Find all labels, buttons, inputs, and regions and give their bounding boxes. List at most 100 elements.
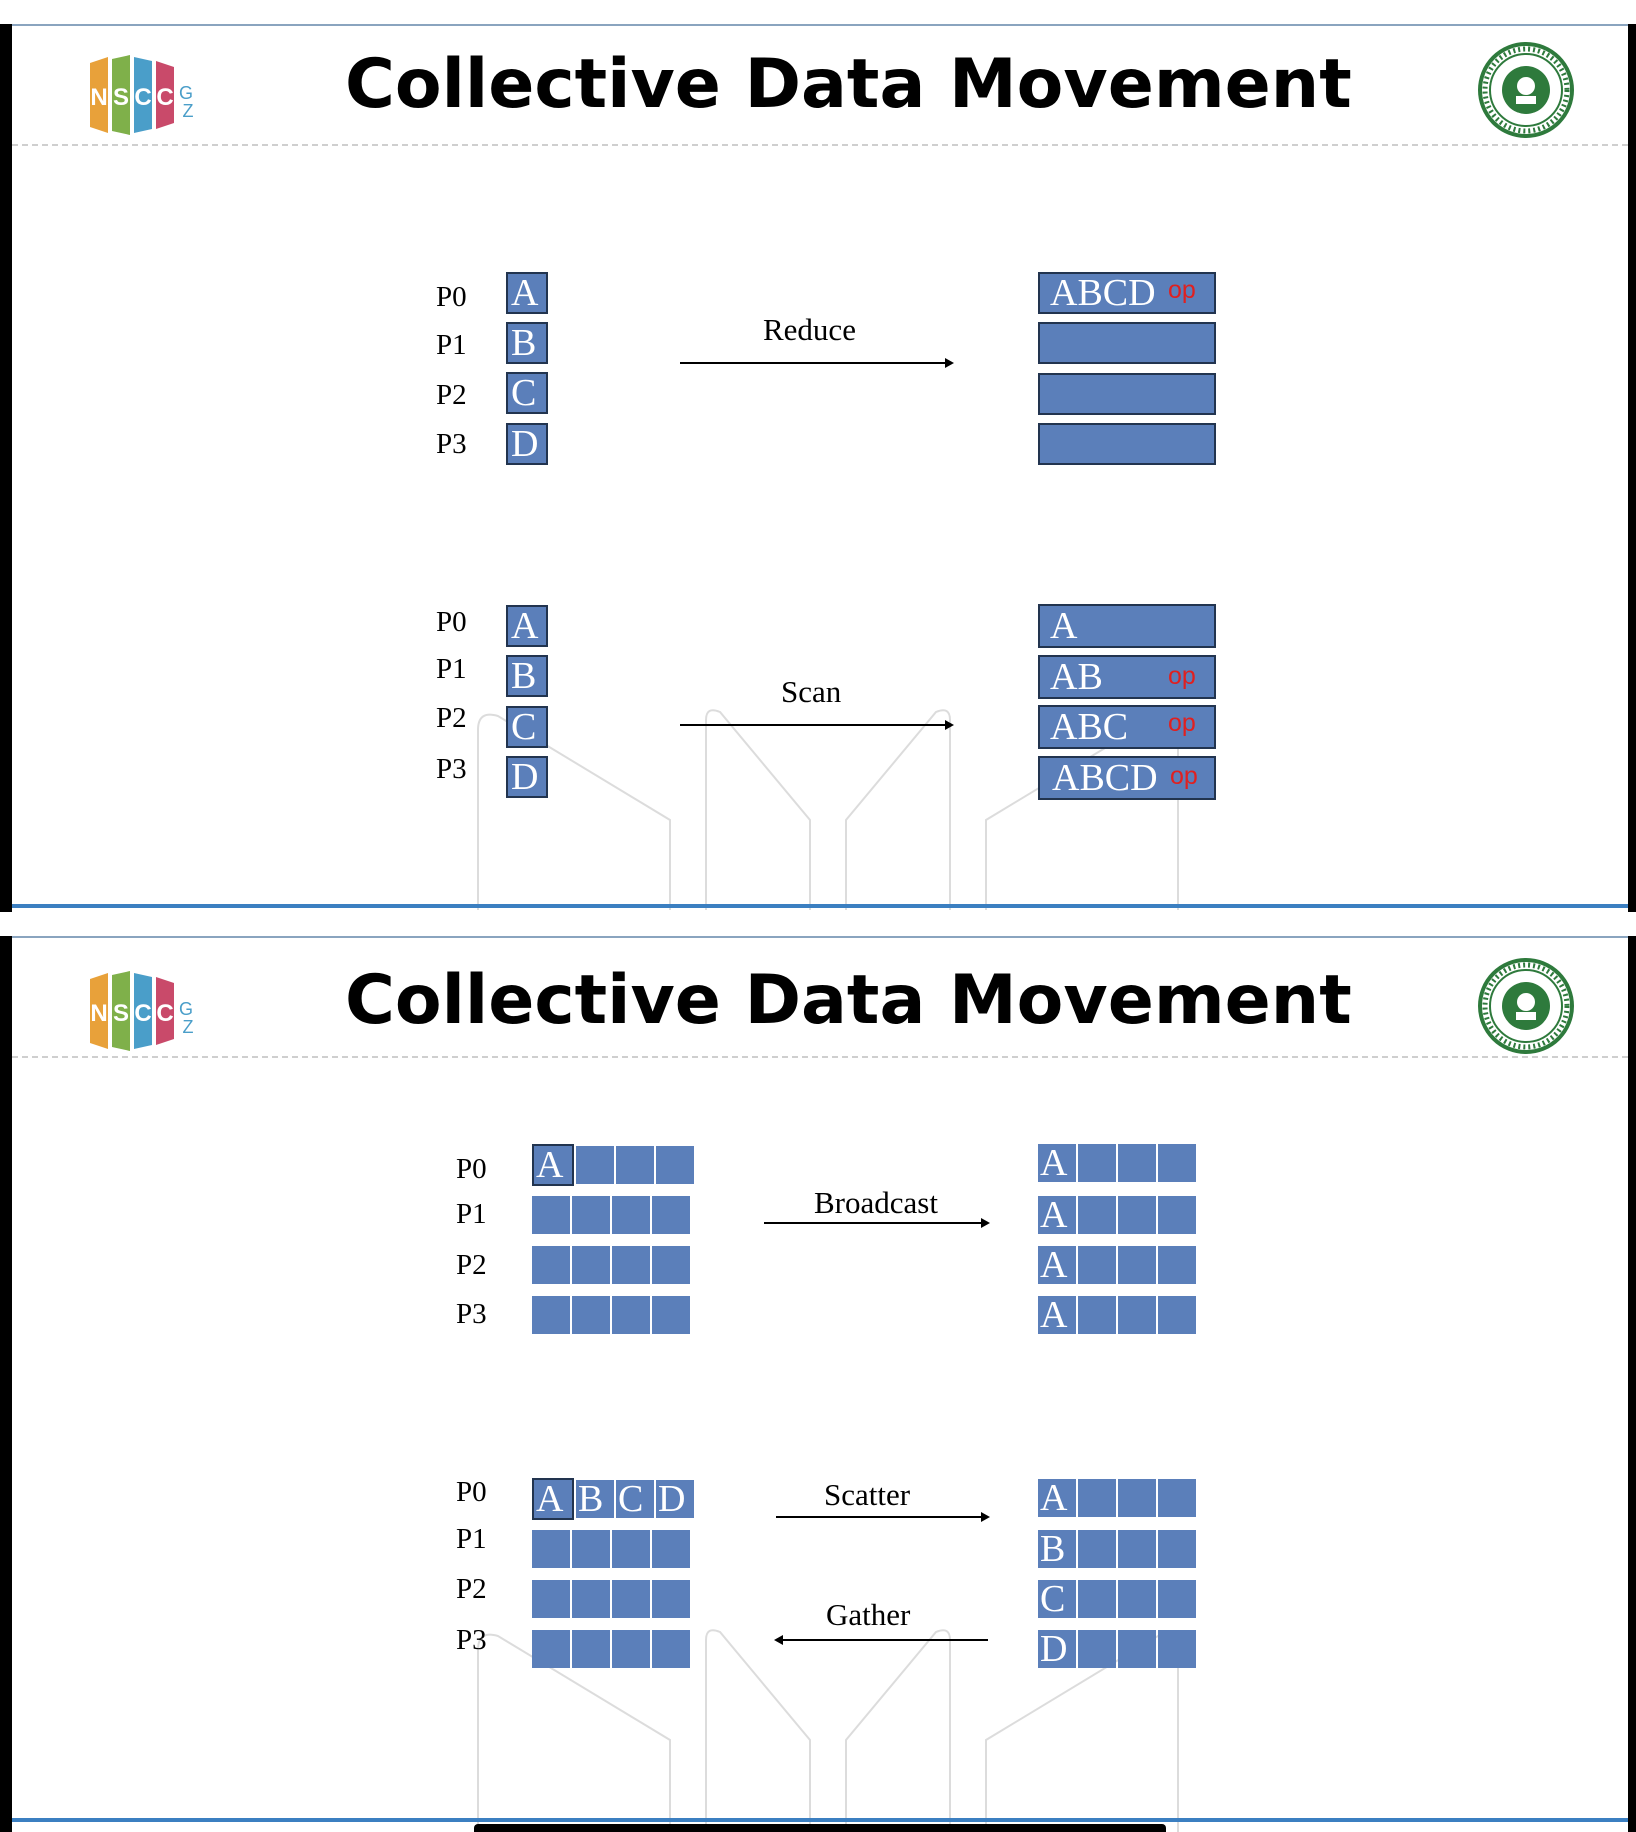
input-cell: B [506,655,548,697]
window-bottom-handle [474,1824,1166,1832]
process-label: P1 [436,653,467,685]
buffer-cell [532,1630,570,1668]
output-cell: ABC [1038,705,1216,749]
buffer-cell [1158,1196,1196,1234]
buffer-cell [532,1196,570,1234]
process-label: P3 [456,1298,487,1330]
buffer-cell [532,1296,570,1334]
buffer-cell [1118,1246,1156,1284]
buffer-cell [1158,1144,1196,1182]
input-cell: D [506,756,548,798]
buffer-cell [612,1296,650,1334]
gather-arrow [774,1635,988,1645]
buffer-row [532,1530,690,1568]
output-cell: A [1038,604,1216,648]
output-cell: AB [1038,655,1216,699]
buffer-cell: C [616,1480,654,1518]
buffer-row [532,1196,690,1234]
output-cell [1038,322,1216,364]
process-label: P0 [436,281,467,313]
process-label: P0 [456,1476,487,1508]
buffer-row: C [1038,1580,1196,1618]
svg-text:Z: Z [183,101,194,121]
buffer-cell [572,1296,610,1334]
buffer-cell [1118,1580,1156,1618]
nscc-gz-logo: N S C C G Z [90,971,194,1051]
buffer-cell: A [532,1478,574,1520]
right-edge-bar [1628,936,1636,1832]
buffer-cell [572,1630,610,1668]
svg-text:C: C [134,84,151,111]
buffer-cell [532,1246,570,1284]
buffer-cell [572,1580,610,1618]
buffer-cell: A [1038,1196,1076,1234]
svg-text:C: C [156,84,173,111]
operation-arrow [680,720,954,730]
buffer-cell: A [532,1144,574,1186]
process-label: P3 [456,1624,487,1656]
buffer-cell [616,1146,654,1184]
slide-title: Collective Data Movement [345,961,1352,1040]
buffer-cell [612,1246,650,1284]
buffer-cell: B [1038,1530,1076,1568]
output-cell: ABCD [1038,756,1216,800]
header-separator [12,1056,1628,1058]
buffer-row: A [1038,1246,1196,1284]
buffer-cell: C [1038,1580,1076,1618]
buffer-row: A [1038,1479,1196,1517]
buffer-cell [1118,1530,1156,1568]
buffer-cell [1118,1630,1156,1668]
buffer-cell: A [1038,1296,1076,1334]
right-edge-bar [1628,24,1636,912]
buffer-cell [1118,1296,1156,1334]
slide-broadcast-scatter-gather: N S C C G Z Collective Data Movement P0 … [0,920,1636,1832]
buffer-cell: A [1038,1144,1076,1182]
buffer-cell [576,1146,614,1184]
buffer-cell [1078,1530,1116,1568]
buffer-cell: D [656,1480,694,1518]
buffer-cell [656,1146,694,1184]
input-cell: D [506,423,548,465]
buffer-row: B [1038,1530,1196,1568]
buffer-row: D [1038,1630,1196,1668]
operation-arrow [680,358,954,368]
process-label: P0 [456,1153,487,1185]
svg-text:Z: Z [183,1017,194,1037]
buffer-cell [1118,1479,1156,1517]
buffer-cell [572,1530,610,1568]
buffer-row [532,1580,690,1618]
buffer-cell: A [1038,1479,1076,1517]
buffer-cell [1118,1144,1156,1182]
buffer-cell: D [1038,1630,1076,1668]
buffer-row [532,1296,690,1334]
buffer-cell [612,1630,650,1668]
slide-bottom-line [12,1818,1628,1822]
buffer-cell [612,1196,650,1234]
buffer-cell: A [1038,1246,1076,1284]
process-label: P2 [456,1249,487,1281]
op-mark: op [1168,276,1196,304]
buffer-cell [652,1296,690,1334]
output-cell [1038,373,1216,415]
nscc-gz-logo: N S C C G Z [90,55,194,135]
buffer-row: A B C D [532,1478,694,1520]
buffer-row [532,1630,690,1668]
process-label: P1 [456,1198,487,1230]
svg-text:C: C [134,1000,151,1027]
output-cell [1038,423,1216,465]
output-cell: ABCD [1038,272,1216,314]
buffer-cell [1158,1296,1196,1334]
svg-text:N: N [90,84,107,111]
buffer-cell [652,1196,690,1234]
input-cell: B [506,322,548,364]
process-label: P3 [436,753,467,785]
buffer-row: A [1038,1296,1196,1334]
buffer-cell [1078,1479,1116,1517]
buffer-row: A [1038,1144,1196,1182]
buffer-cell [1078,1296,1116,1334]
buffer-cell [1078,1580,1116,1618]
buffer-cell [1158,1580,1196,1618]
buffer-cell [652,1530,690,1568]
operation-arrow [764,1218,990,1228]
operation-label: Broadcast [814,1185,938,1220]
